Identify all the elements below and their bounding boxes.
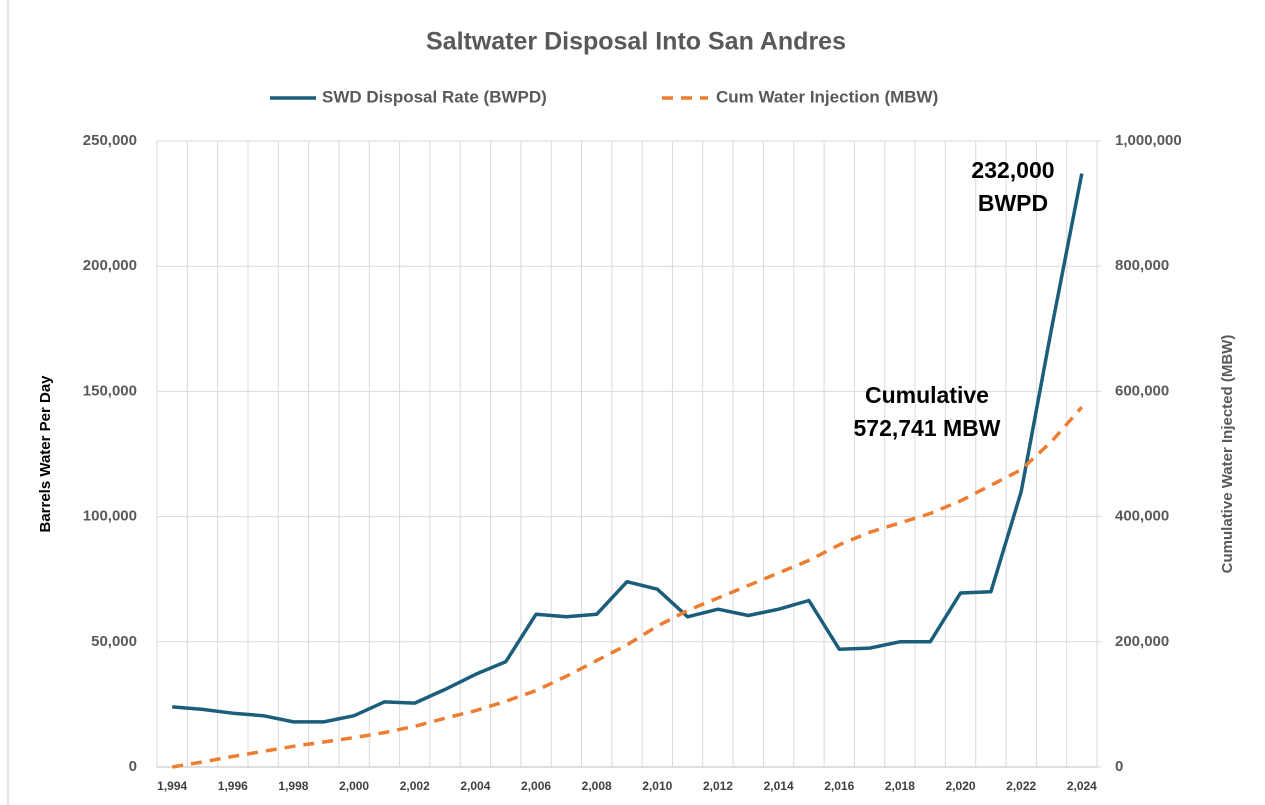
annotation: 232,000 xyxy=(971,157,1054,183)
x-tick-label: 1,994 xyxy=(157,779,187,793)
y2-tick-label: 400,000 xyxy=(1115,508,1169,525)
x-tick-label: 2,002 xyxy=(400,779,430,793)
annotation: BWPD xyxy=(978,190,1048,216)
y2-tick-label: 600,000 xyxy=(1115,382,1169,399)
y-tick-label: 0 xyxy=(129,758,137,775)
legend-label: SWD Disposal Rate (BWPD) xyxy=(322,87,547,106)
y-tick-label: 150,000 xyxy=(83,382,137,399)
y-tick-label: 100,000 xyxy=(83,508,137,525)
y-tick-label: 200,000 xyxy=(83,257,137,274)
x-tick-label: 2,010 xyxy=(642,779,672,793)
x-tick-label: 2,024 xyxy=(1067,779,1097,793)
series-line xyxy=(172,173,1084,724)
x-tick-label: 2,000 xyxy=(339,779,369,793)
x-tick-label: 2,014 xyxy=(764,779,794,793)
chart-title: Saltwater Disposal Into San Andres xyxy=(426,28,846,56)
series-line xyxy=(171,405,1084,769)
y2-axis-title: Cumulative Water Injected (MBW) xyxy=(1219,335,1236,574)
x-tick-label: 1,998 xyxy=(278,779,308,793)
x-tick-label: 2,022 xyxy=(1006,779,1036,793)
x-tick-label: 2,006 xyxy=(521,779,551,793)
x-tick-label: 2,012 xyxy=(703,779,733,793)
y2-tick-label: 0 xyxy=(1115,758,1123,775)
y-tick-label: 250,000 xyxy=(83,132,137,149)
y2-tick-label: 800,000 xyxy=(1115,257,1169,274)
x-tick-label: 2,004 xyxy=(460,779,490,793)
x-tick-label: 2,018 xyxy=(885,779,915,793)
annotation: Cumulative xyxy=(865,382,989,408)
legend-label: Cum Water Injection (MBW) xyxy=(716,87,938,106)
y2-tick-label: 1,000,000 xyxy=(1115,132,1182,149)
x-tick-label: 2,016 xyxy=(824,779,854,793)
y-tick-label: 50,000 xyxy=(91,633,137,650)
x-tick-label: 1,996 xyxy=(218,779,248,793)
y-axis-title: Barrels Water Per Day xyxy=(37,375,54,533)
x-tick-label: 2,008 xyxy=(582,779,612,793)
x-tick-label: 2,020 xyxy=(946,779,976,793)
y2-tick-label: 200,000 xyxy=(1115,633,1169,650)
annotation: 572,741 MBW xyxy=(853,415,1000,441)
